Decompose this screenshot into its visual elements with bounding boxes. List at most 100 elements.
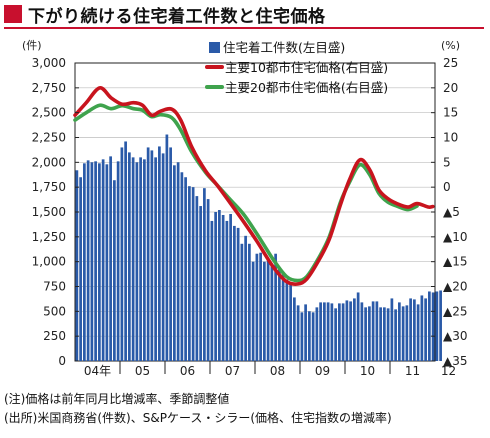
bar: [195, 196, 199, 361]
bar: [158, 146, 161, 361]
left-tick-label: 1,750: [32, 180, 66, 194]
x-tick-label: 04年: [84, 364, 111, 378]
left-tick-label: 2,000: [32, 155, 66, 169]
chart: 02505007501,0001,2501,5001,7502,0002,250…: [22, 39, 468, 378]
title-marker-square: [4, 5, 22, 23]
bar: [409, 298, 412, 361]
x-tick-label: 09: [315, 364, 330, 378]
bar: [229, 213, 232, 361]
x-tick-label: 12: [441, 364, 456, 378]
bar: [161, 153, 165, 361]
bar: [394, 309, 397, 361]
right-tick-label: 10: [443, 131, 458, 145]
bar: [203, 188, 206, 361]
bar: [244, 235, 247, 361]
series-line-10city: [73, 86, 435, 287]
bar: [439, 290, 442, 361]
left-tick-label: 2,500: [32, 106, 66, 120]
bar: [413, 299, 416, 361]
left-tick-label: 1,000: [32, 255, 66, 269]
bar: [319, 302, 322, 361]
left-axis-unit: (件): [22, 39, 42, 52]
bar: [338, 303, 341, 361]
bar: [326, 302, 330, 361]
bar: [420, 295, 424, 361]
bar: [375, 301, 379, 361]
bar: [371, 301, 375, 361]
bar: [278, 267, 281, 361]
title-block: 下がり続ける住宅着工件数と住宅価格: [4, 2, 326, 27]
bar: [315, 307, 319, 361]
bar: [349, 301, 352, 361]
bar: [146, 147, 150, 361]
bar: [398, 302, 401, 361]
right-tick-label: ▲15: [443, 255, 468, 269]
bar: [210, 220, 214, 361]
bar: [236, 227, 240, 361]
left-tick-label: 1,500: [32, 205, 66, 219]
bar: [334, 308, 337, 361]
legend-10city-label: 主要10都市住宅価格(右目盛): [225, 60, 388, 75]
bar: [79, 177, 82, 361]
left-tick-label: 1,250: [32, 230, 66, 244]
bar: [128, 152, 131, 361]
bar: [165, 134, 169, 361]
bar: [416, 304, 420, 361]
bar: [368, 306, 371, 361]
bar: [263, 261, 266, 361]
series-line-20city: [73, 103, 419, 283]
bar: [75, 170, 79, 361]
x-tick-label: 08: [270, 364, 285, 378]
right-tick-label: 25: [443, 56, 458, 70]
bar: [356, 292, 360, 361]
left-tick-label: 500: [43, 304, 66, 318]
bar: [124, 141, 127, 361]
bar: [386, 308, 390, 361]
left-tick-label: 2,750: [32, 81, 66, 95]
legend-bar-swatch: [209, 42, 220, 53]
bar: [435, 291, 439, 361]
bar: [390, 298, 394, 361]
bar: [116, 161, 120, 361]
right-tick-label: 0: [443, 180, 451, 194]
legend: 住宅着工件数(左目盛) 主要10都市住宅価格(右目盛) 主要20都市住宅価格(右…: [205, 40, 388, 95]
bar: [259, 252, 262, 361]
bar: [150, 150, 154, 361]
bar: [424, 298, 427, 361]
bar: [143, 159, 146, 361]
x-tick-label: 10: [360, 364, 375, 378]
bar: [139, 157, 142, 361]
bar: [323, 302, 326, 361]
bar: [401, 306, 405, 361]
bar: [296, 305, 300, 361]
bar: [233, 225, 236, 361]
bar: [188, 186, 191, 361]
left-tick-label: 3,000: [32, 56, 66, 70]
bar: [431, 292, 435, 361]
bar: [428, 291, 431, 361]
bar: [101, 159, 105, 361]
left-tick-label: 250: [43, 329, 66, 343]
chart-title: 下がり続ける住宅着工件数と住宅価格: [28, 6, 326, 27]
bar: [214, 212, 217, 361]
x-tick-label: 05: [135, 364, 150, 378]
right-tick-label: 20: [443, 81, 458, 95]
bar: [86, 160, 90, 361]
bar: [293, 297, 296, 361]
bar: [345, 300, 349, 361]
bar: [240, 243, 244, 361]
bar: [248, 243, 251, 361]
bar: [176, 162, 180, 361]
right-tick-label: ▲30: [443, 329, 468, 343]
bar: [311, 312, 315, 361]
bar: [180, 172, 184, 361]
bar: [131, 157, 135, 361]
bar: [206, 199, 210, 361]
bar: [109, 156, 112, 361]
bar: [83, 163, 86, 361]
left-tick-label: 750: [43, 280, 66, 294]
left-tick-label: 0: [58, 354, 66, 368]
bar: [383, 307, 386, 361]
right-tick-label: ▲25: [443, 304, 468, 318]
bar: [120, 147, 124, 361]
